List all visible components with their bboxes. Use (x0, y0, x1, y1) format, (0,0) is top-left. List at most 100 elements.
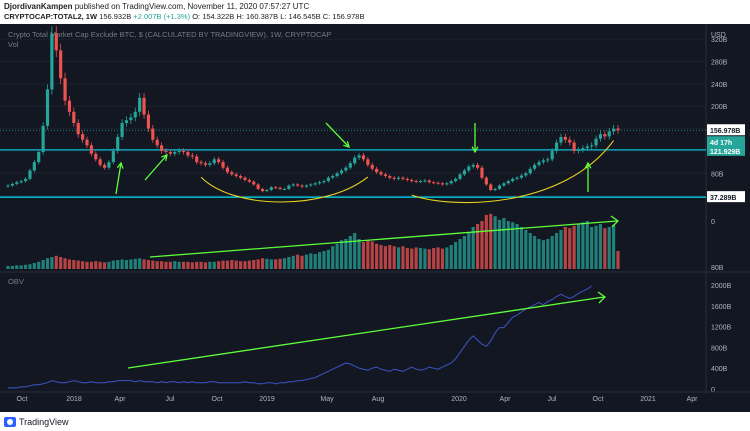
x-tick-label: Oct (593, 396, 604, 403)
volume-bar (151, 260, 155, 269)
candle-body (190, 155, 194, 157)
open-value: O: 154.322B (192, 12, 235, 21)
chart-title: Crypto Total Market Cap Exclude BTC, $ (… (8, 30, 331, 39)
volume-bar (585, 221, 589, 269)
volume-bar (484, 215, 488, 269)
price-chart[interactable]: Crypto Total Market Cap Exclude BTC, $ (… (0, 24, 750, 412)
candle-body (76, 122, 80, 135)
volume-bar (300, 255, 304, 269)
candle-body (274, 187, 278, 189)
price-tick-label: 240B (711, 82, 728, 89)
x-tick-label: 2021 (640, 396, 656, 403)
volume-bar (10, 266, 14, 269)
volume-bar (489, 213, 493, 269)
volume-bar (563, 227, 567, 269)
publish-line: DjordivanKampen published on TradingView… (4, 2, 309, 11)
obv-trendline (127, 296, 605, 369)
volume-bar (339, 240, 344, 269)
volume-bar (173, 261, 177, 269)
candle-body (590, 145, 594, 147)
volume-bar (524, 230, 528, 269)
candle-body (309, 184, 313, 186)
candle-body (296, 184, 300, 186)
footer-brand: TradingView (19, 417, 69, 427)
tradingview-logo-icon (4, 417, 16, 427)
candle-body (45, 89, 50, 126)
candle-body (221, 162, 225, 168)
volume-bar (353, 233, 357, 269)
price-unit-label: USD (711, 32, 726, 39)
obv-tick-label: 2000B (711, 283, 732, 290)
volume-bar (612, 224, 616, 269)
volume-bar (458, 239, 462, 269)
volume-bar (537, 239, 541, 269)
candle-body (370, 164, 374, 169)
candle-body (32, 162, 36, 171)
candle-body (173, 152, 177, 154)
volume-bar (480, 221, 484, 269)
volume-bar (528, 233, 532, 269)
x-tick-label: Oct (17, 396, 28, 403)
volume-bar (181, 261, 186, 269)
volume-bar (361, 242, 366, 269)
candle-body (366, 159, 370, 165)
candle-body (357, 155, 361, 158)
candle-body (72, 111, 76, 123)
volume-bar (212, 261, 216, 269)
volume-bar (357, 239, 361, 269)
annotation-arrow-down-2-head (471, 146, 479, 154)
volume-bar (502, 218, 506, 269)
volume-bar (546, 239, 550, 269)
candle-body (388, 176, 392, 178)
candle-body (554, 142, 559, 151)
volume-bar (63, 258, 67, 269)
candle-body (331, 176, 335, 178)
candle-body (598, 134, 603, 139)
volume-bar (445, 247, 449, 269)
volume-bar (287, 257, 291, 269)
volume-bar (318, 252, 322, 269)
chart-panel[interactable]: Crypto Total Market Cap Exclude BTC, $ (… (0, 24, 750, 412)
candle-body (278, 187, 282, 189)
candle-body (260, 188, 265, 192)
candle-body (572, 142, 576, 151)
volume-bar (168, 261, 172, 269)
candle-body (339, 170, 344, 174)
x-tick-label: 2019 (259, 396, 275, 403)
candle-body (19, 181, 23, 183)
volume-bar (190, 262, 194, 269)
candle-body (225, 167, 230, 173)
volume-bar (467, 233, 471, 269)
candle-body (186, 152, 190, 156)
candle-body (436, 182, 440, 184)
volume-trendline-head (610, 215, 620, 228)
volume-bar (519, 227, 524, 269)
volume-bar (164, 261, 168, 269)
candle-body (37, 152, 41, 163)
volume-bar (107, 261, 111, 269)
candle-body (94, 153, 98, 160)
volume-bar (102, 262, 107, 269)
volume-bar (335, 243, 339, 269)
candle-body (462, 170, 466, 175)
volume-bar (160, 261, 164, 269)
candle-body (199, 162, 203, 164)
candle-body (98, 159, 102, 165)
candle-body (107, 162, 111, 168)
candle-body (445, 183, 449, 185)
volume-tick-label: 80B (711, 265, 724, 272)
candle-body (440, 183, 445, 185)
volume-bar (142, 259, 146, 269)
candle-body (168, 152, 172, 154)
volume-bar (471, 227, 475, 269)
volume-bar (252, 260, 256, 269)
candle-body (54, 33, 58, 51)
annotation-arrow-up-3-head (584, 161, 592, 169)
volume-bar (94, 261, 98, 269)
candle-body (195, 156, 199, 163)
volume-bar (414, 247, 418, 269)
volume-bar (234, 260, 238, 269)
volume-bar (533, 236, 537, 269)
candle-body (550, 150, 554, 160)
volume-bar (598, 224, 603, 269)
